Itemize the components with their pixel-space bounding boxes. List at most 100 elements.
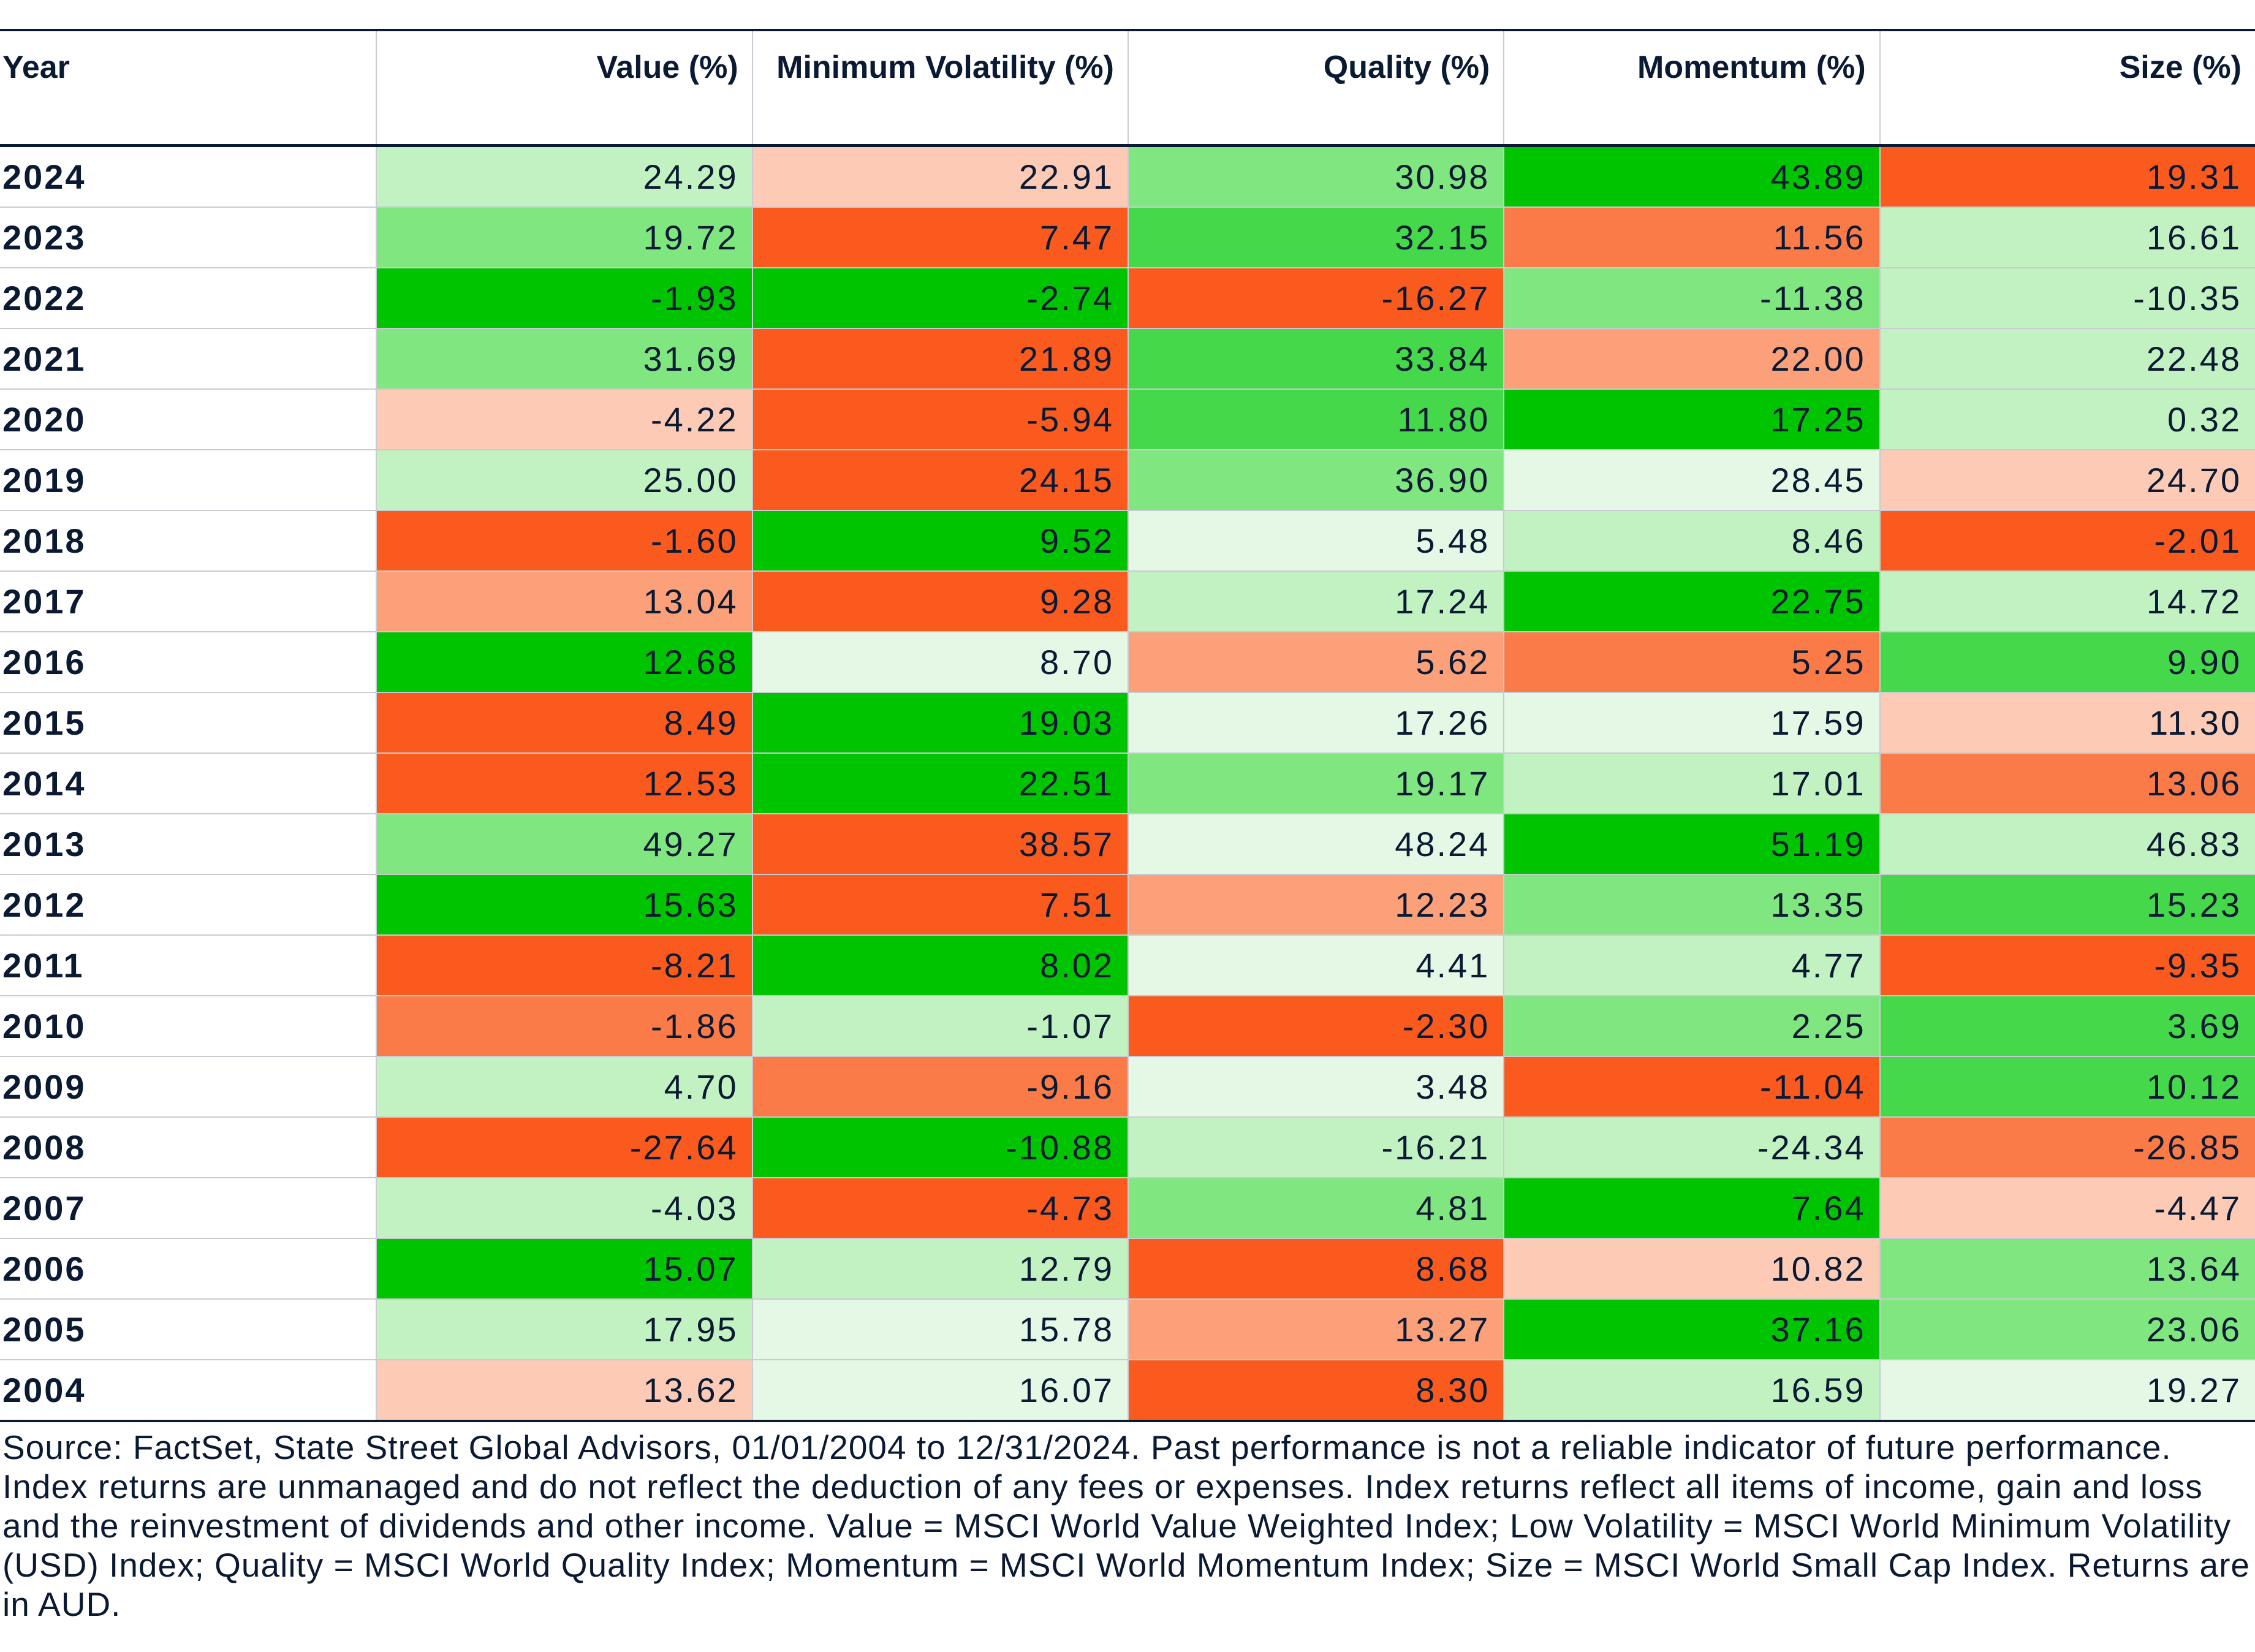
table-row: 2007 -4.03 -4.73 4.81 7.64 -4.47 — [0, 1178, 2255, 1239]
value-cell: 16.07 — [751, 1360, 1128, 1420]
value-cell: 12.79 — [751, 1239, 1128, 1298]
value-cell: 13.06 — [1879, 754, 2255, 813]
value-cell: 32.15 — [1127, 208, 1504, 267]
year-cell: 2012 — [2, 885, 86, 924]
year-cell: 2007 — [2, 1189, 86, 1227]
value-cell: 10.12 — [1879, 1057, 2255, 1116]
value-cell: -10.88 — [751, 1118, 1128, 1177]
value-cell: -24.34 — [1503, 1118, 1879, 1177]
year-cell: 2020 — [2, 400, 86, 439]
value-cell: -4.22 — [376, 390, 752, 449]
value-cell: 23.06 — [1879, 1300, 2255, 1359]
year-cell: 2022 — [2, 279, 86, 317]
value-cell: 24.29 — [376, 147, 752, 206]
value-cell: 11.56 — [1503, 208, 1879, 267]
table-row: 2004 13.62 16.07 8.30 16.59 19.27 — [0, 1360, 2255, 1422]
table-row: 2019 25.00 24.15 36.90 28.45 24.70 — [0, 450, 2255, 511]
value-cell: 15.07 — [376, 1239, 752, 1298]
value-cell: 17.26 — [1127, 693, 1504, 752]
value-cell: 8.70 — [751, 632, 1128, 692]
value-cell: 8.68 — [1127, 1239, 1504, 1298]
year-cell: 2021 — [2, 339, 86, 378]
table-row: 2020 -4.22 -5.94 11.80 17.25 0.32 — [0, 390, 2255, 450]
value-cell: 12.53 — [376, 754, 752, 813]
value-cell: 7.51 — [751, 875, 1128, 934]
value-cell: 22.51 — [751, 754, 1128, 813]
value-cell: 17.59 — [1503, 693, 1879, 752]
year-cell: 2019 — [2, 461, 86, 499]
year-cell: 2011 — [2, 946, 85, 985]
year-cell: 2009 — [2, 1067, 86, 1106]
value-cell: 46.83 — [1879, 814, 2255, 874]
value-cell: 19.17 — [1127, 754, 1504, 813]
value-cell: 31.69 — [376, 329, 752, 388]
table-row: 2012 15.63 7.51 12.23 13.35 15.23 — [0, 875, 2255, 936]
header-cell: Minimum Volatility (%) — [751, 31, 1128, 144]
year-cell: 2015 — [2, 703, 86, 742]
value-cell: 24.70 — [1879, 450, 2255, 510]
value-cell: 5.25 — [1503, 632, 1879, 692]
table-row: 2006 15.07 12.79 8.68 10.82 13.64 — [0, 1239, 2255, 1300]
value-cell: -9.35 — [1879, 936, 2255, 995]
value-cell: -1.07 — [751, 996, 1128, 1056]
value-cell: -1.60 — [376, 511, 752, 570]
value-cell: 17.25 — [1503, 390, 1879, 449]
header-cell: Quality (%) — [1127, 31, 1503, 144]
value-cell: -2.74 — [751, 268, 1128, 328]
value-cell: 12.68 — [376, 632, 752, 692]
value-cell: -26.85 — [1879, 1118, 2255, 1177]
returns-table: Year Value (%) Minimum Volatility (%) Quali… — [0, 29, 2255, 1422]
value-cell: 25.00 — [376, 450, 752, 510]
value-cell: 37.16 — [1503, 1300, 1879, 1359]
value-cell: 10.82 — [1503, 1239, 1879, 1298]
value-cell: 9.90 — [1879, 632, 2255, 692]
value-cell: -9.16 — [751, 1057, 1128, 1116]
value-cell: 4.81 — [1127, 1178, 1504, 1238]
value-cell: 5.62 — [1127, 632, 1504, 692]
table-row: 2014 12.53 22.51 19.17 17.01 13.06 — [0, 754, 2255, 814]
value-cell: 38.57 — [751, 814, 1128, 874]
value-cell: 15.63 — [376, 875, 752, 934]
value-cell: -4.03 — [376, 1178, 752, 1238]
value-cell: 16.61 — [1879, 208, 2255, 267]
value-cell: 17.95 — [376, 1300, 752, 1359]
value-cell: 28.45 — [1503, 450, 1879, 510]
value-cell: 13.62 — [376, 1360, 752, 1420]
value-cell: 4.77 — [1503, 936, 1879, 995]
table-row: 2009 4.70 -9.16 3.48 -11.04 10.12 — [0, 1057, 2255, 1118]
value-cell: -4.73 — [751, 1178, 1128, 1238]
value-cell: 19.03 — [751, 693, 1128, 752]
value-cell: 51.19 — [1503, 814, 1879, 874]
value-cell: 7.64 — [1503, 1178, 1879, 1238]
year-cell: 2008 — [2, 1128, 86, 1167]
value-cell: -16.27 — [1127, 268, 1504, 328]
table-row: 2017 13.04 9.28 17.24 22.75 14.72 — [0, 572, 2255, 632]
table-row: 2024 24.29 22.91 30.98 43.89 19.31 — [0, 147, 2255, 208]
header-cell: Momentum (%) — [1503, 31, 1879, 144]
year-cell: 2016 — [2, 643, 86, 681]
value-cell: -1.93 — [376, 268, 752, 328]
year-cell: 2023 — [2, 218, 86, 257]
year-cell: 2024 — [2, 157, 86, 196]
value-cell: 21.89 — [751, 329, 1128, 388]
value-cell: -11.38 — [1503, 268, 1879, 328]
year-cell: 2005 — [2, 1310, 86, 1349]
table-row: 2008 -27.64 -10.88 -16.21 -24.34 -26.85 — [0, 1118, 2255, 1178]
year-cell: 2017 — [2, 582, 86, 621]
value-cell: -11.04 — [1503, 1057, 1879, 1116]
value-cell: 13.27 — [1127, 1300, 1504, 1359]
value-cell: 11.80 — [1127, 390, 1504, 449]
value-cell: 15.78 — [751, 1300, 1128, 1359]
value-cell: 2.25 — [1503, 996, 1879, 1056]
year-cell: 2004 — [2, 1371, 86, 1409]
table-row: 2013 49.27 38.57 48.24 51.19 46.83 — [0, 814, 2255, 875]
value-cell: 36.90 — [1127, 450, 1504, 510]
value-cell: 16.59 — [1503, 1360, 1879, 1420]
value-cell: 24.15 — [751, 450, 1128, 510]
year-cell: 2014 — [2, 764, 86, 803]
value-cell: 12.23 — [1127, 875, 1504, 934]
table-row: 2021 31.69 21.89 33.84 22.00 22.48 — [0, 329, 2255, 390]
year-cell: 2013 — [2, 825, 86, 863]
value-cell: -5.94 — [751, 390, 1128, 449]
value-cell: 30.98 — [1127, 147, 1504, 206]
